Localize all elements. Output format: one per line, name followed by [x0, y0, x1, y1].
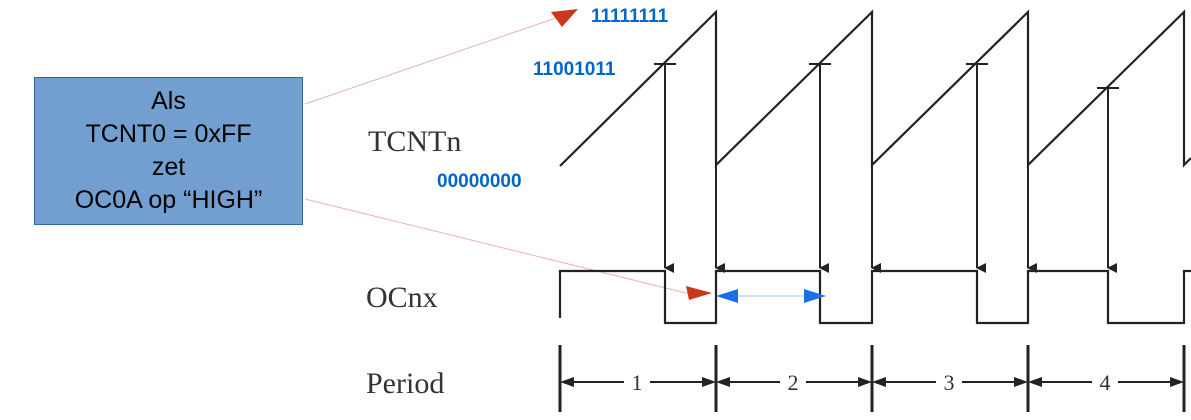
blue-arrow-left-icon: [716, 289, 738, 303]
callout-guide-bottom: [304, 198, 691, 295]
period-number-2: 2: [788, 370, 799, 395]
callout-line-2: TCNT0 = 0xFF: [85, 120, 252, 148]
period-marker-4: [1170, 345, 1186, 412]
callout-line-1: Als: [151, 87, 186, 115]
period-marker-2: [858, 345, 886, 412]
callout-text: Als TCNT0 = 0xFF zet OC0A op “HIGH”: [75, 85, 263, 217]
callout-line-4: OC0A op “HIGH”: [74, 186, 263, 214]
period-marker-0: [558, 345, 574, 412]
blue-arrow-right-icon: [804, 289, 826, 303]
period-number-3: 3: [944, 370, 955, 395]
callout-box: Als TCNT0 = 0xFF zet OC0A op “HIGH”: [34, 77, 303, 225]
label-bottom-value: 00000000: [437, 171, 522, 192]
tcnt-sawtooth: [559, 9, 1191, 168]
period-marker-1: [702, 345, 730, 412]
callout-line-3: zet: [151, 153, 186, 181]
red-arrow-output-icon: [686, 286, 712, 300]
signal-label-period: Period: [366, 367, 444, 400]
period-marker-3: [1014, 345, 1042, 412]
red-arrow-top-icon: [551, 9, 578, 27]
signal-label-tcnt: TCNTn: [368, 125, 461, 158]
period-number-4: 4: [1100, 370, 1111, 395]
callout-guide-top: [304, 17, 557, 105]
label-compare-value: 11001011: [533, 59, 616, 80]
signal-label-ocnx: OCnx: [366, 281, 438, 314]
ocnx-waveform: [558, 269, 1191, 325]
period-number-1: 1: [632, 370, 643, 395]
label-max-value: 11111111: [591, 6, 669, 27]
